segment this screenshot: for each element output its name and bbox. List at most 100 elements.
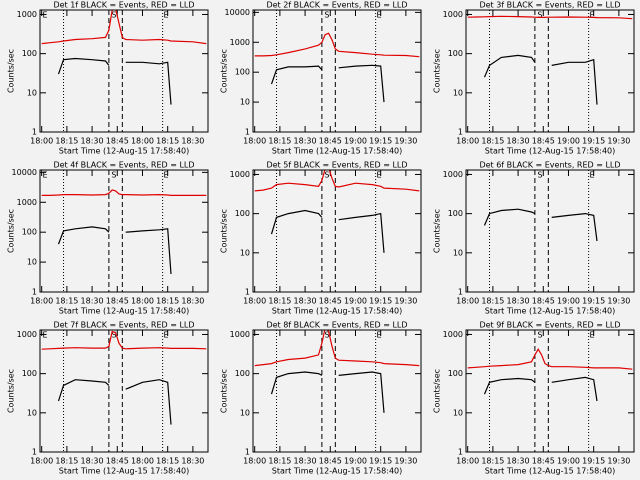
y-axis-label: Counts/sec [433, 209, 442, 253]
x-tick-label: 19:00 [557, 297, 580, 306]
x-tick-label: 18:45 [106, 137, 129, 146]
y-tick-label: 1 [245, 288, 250, 297]
annotation: E [376, 11, 381, 20]
annotation: E [589, 171, 594, 180]
y-tick-label: 1000 [443, 170, 463, 179]
x-tick-label: 18:45 [106, 457, 129, 466]
x-tick-label: 18:15 [55, 297, 78, 306]
x-tick-label: 18:15 [268, 137, 291, 146]
plot-frame [252, 329, 422, 453]
x-tick-label: 19:15 [369, 457, 392, 466]
annotation: E [589, 331, 594, 340]
y-tick-label: 100 [448, 209, 463, 218]
x-tick-label: 18:00 [456, 457, 479, 466]
x-tick-label: 18:15 [156, 457, 179, 466]
y-tick-label: 1000 [443, 10, 463, 19]
annotation: S [111, 331, 116, 340]
x-axis-label: Start Time (12-Aug-15 17:58:40) [59, 147, 190, 156]
x-tick-label: 18:00 [30, 137, 53, 146]
x-tick-label: 18:45 [319, 297, 342, 306]
x-tick-label: 18:15 [55, 137, 78, 146]
y-tick-label: 1000 [17, 198, 37, 207]
y-tick-label: 10 [453, 248, 463, 257]
annotation: E [376, 171, 381, 180]
chart-title: Det 6f BLACK = Events, RED = LLD [479, 161, 620, 170]
y-tick-label: 100 [235, 369, 250, 378]
y-tick-label: 10000 [225, 8, 250, 17]
y-axis-label: Counts/sec [220, 49, 229, 93]
x-axis-label: Start Time (12-Aug-15 17:58:40) [485, 467, 616, 476]
x-tick-label: 18:30 [294, 457, 317, 466]
x-tick-label: 19:30 [607, 457, 630, 466]
x-tick-label: 18:45 [106, 297, 129, 306]
chart-title: Det 2f BLACK = Events, RED = LLD [266, 1, 407, 10]
y-tick-label: 100 [22, 49, 37, 58]
y-tick-label: 1 [245, 448, 250, 457]
plot-frame [465, 329, 635, 453]
x-axis-label: Start Time (12-Aug-15 17:58:40) [272, 147, 403, 156]
x-tick-label: 18:30 [181, 297, 204, 306]
series-line [41, 10, 207, 45]
annotation: S [111, 171, 116, 180]
series-line [57, 57, 172, 105]
y-axis-label: Counts/sec [433, 369, 442, 413]
x-tick-label: 18:45 [532, 457, 555, 466]
x-tick-label: 19:15 [369, 297, 392, 306]
y-axis-label: Counts/sec [7, 49, 16, 93]
x-tick-label: 18:30 [294, 297, 317, 306]
x-tick-label: 18:30 [81, 297, 104, 306]
x-tick-label: 18:30 [81, 137, 104, 146]
series-line [254, 330, 420, 367]
x-tick-label: 19:30 [394, 457, 417, 466]
series-line [483, 208, 598, 242]
annotation: E [43, 171, 48, 180]
y-tick-label: 1 [458, 448, 463, 457]
chart-title: Det 7f BLACK = Events, RED = LLD [53, 321, 194, 330]
x-axis-label: Start Time (12-Aug-15 17:58:40) [59, 307, 190, 316]
y-axis-label: Counts/sec [220, 209, 229, 253]
x-tick-label: 18:00 [131, 297, 154, 306]
series-line [254, 32, 420, 58]
x-tick-label: 19:30 [607, 297, 630, 306]
x-tick-label: 19:15 [369, 137, 392, 146]
x-tick-label: 19:15 [582, 457, 605, 466]
x-tick-label: 18:15 [156, 137, 179, 146]
x-axis-label: Start Time (12-Aug-15 17:58:40) [272, 467, 403, 476]
x-tick-label: 18:00 [131, 137, 154, 146]
x-tick-label: 18:15 [268, 457, 291, 466]
y-axis-label: Counts/sec [7, 369, 16, 413]
annotation: E [43, 11, 48, 20]
chart-title: Det 8f BLACK = Events, RED = LLD [266, 321, 407, 330]
x-tick-label: 18:30 [294, 137, 317, 146]
series-line [467, 348, 633, 370]
series-line [467, 15, 633, 20]
x-tick-label: 18:15 [268, 297, 291, 306]
series-line [254, 170, 420, 192]
annotation: E [163, 11, 168, 20]
plot-frame [252, 169, 422, 293]
x-tick-label: 18:45 [532, 297, 555, 306]
x-tick-label: 18:00 [243, 457, 266, 466]
y-tick-label: 1000 [230, 330, 250, 339]
chart-title: Det 1f BLACK = Events, RED = LLD [53, 1, 194, 10]
chart-title: Det 9f BLACK = Events, RED = LLD [479, 321, 620, 330]
annotation: S [537, 331, 542, 340]
chart-title: Det 4f BLACK = Events, RED = LLD [53, 161, 194, 170]
y-tick-label: 10 [453, 88, 463, 97]
y-tick-label: 1 [458, 128, 463, 137]
annotation: S [324, 171, 329, 180]
y-tick-label: 10000 [12, 168, 37, 177]
annotation: E [43, 331, 48, 340]
series-line [41, 330, 207, 350]
chart-title: Det 3f BLACK = Events, RED = LLD [479, 1, 620, 10]
annotation: S [324, 331, 329, 340]
x-tick-label: 18:15 [481, 457, 504, 466]
y-tick-label: 1000 [230, 170, 250, 179]
annotation: E [163, 331, 168, 340]
x-tick-label: 18:15 [55, 457, 78, 466]
x-tick-label: 18:15 [156, 297, 179, 306]
x-tick-label: 18:30 [81, 457, 104, 466]
y-tick-label: 100 [448, 369, 463, 378]
x-tick-label: 19:00 [557, 137, 580, 146]
